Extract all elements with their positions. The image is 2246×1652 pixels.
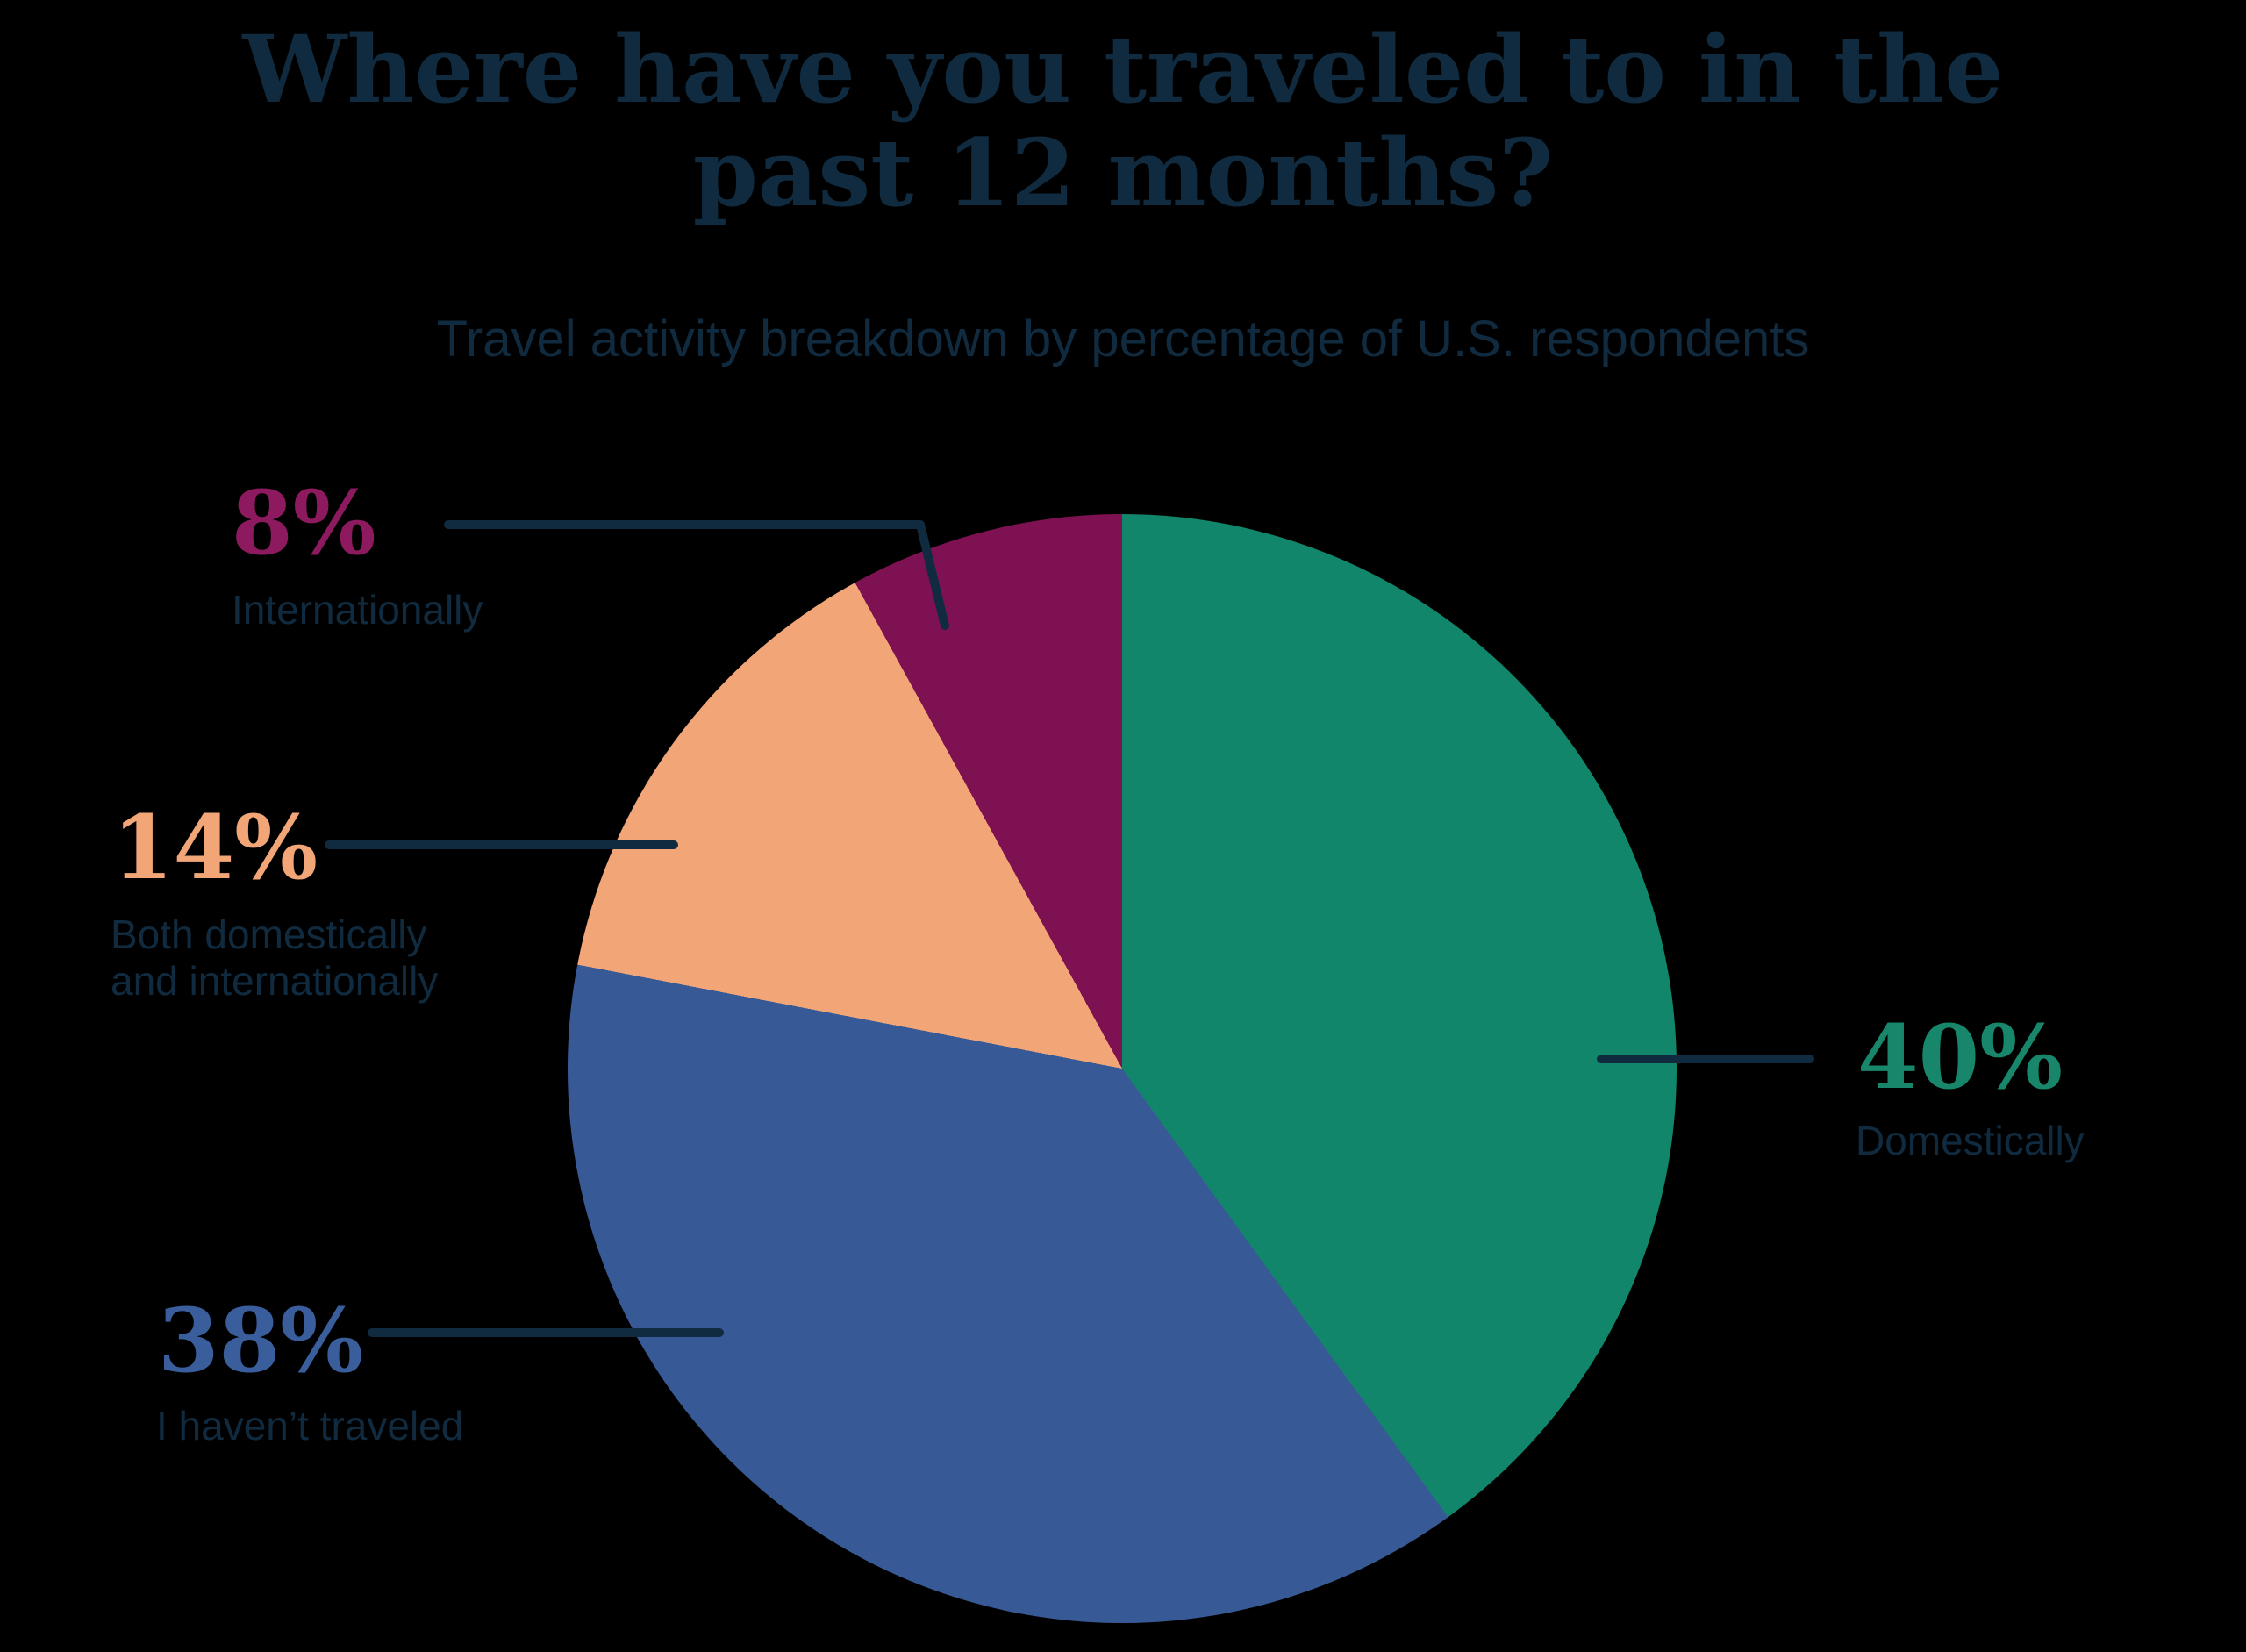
callout-label-havent-traveled: I haven’t traveled [156,1403,464,1448]
chart-subtitle: Travel activity breakdown by percentage … [436,311,1810,368]
chart-title: Where have you traveled to in the past 1… [0,18,2246,225]
callout-value-havent-traveled: 38% [158,1289,364,1392]
chart-title-line-1: Where have you traveled to in the [242,14,2004,124]
callout-value-internationally: 8% [232,471,376,575]
leader-line-internationally [444,520,949,630]
callout-value-both: 14% [112,796,318,899]
chart-title-line-2: past 12 months? [692,118,1554,227]
callout-label-domestically: Domestically [1856,1118,2085,1163]
callout-value-domestically: 40% [1857,1005,2064,1109]
callout-label-internationally: Internationally [232,587,483,633]
callout-label-both: Both domestically and internationally [111,912,439,1004]
pie-chart [568,514,1677,1623]
